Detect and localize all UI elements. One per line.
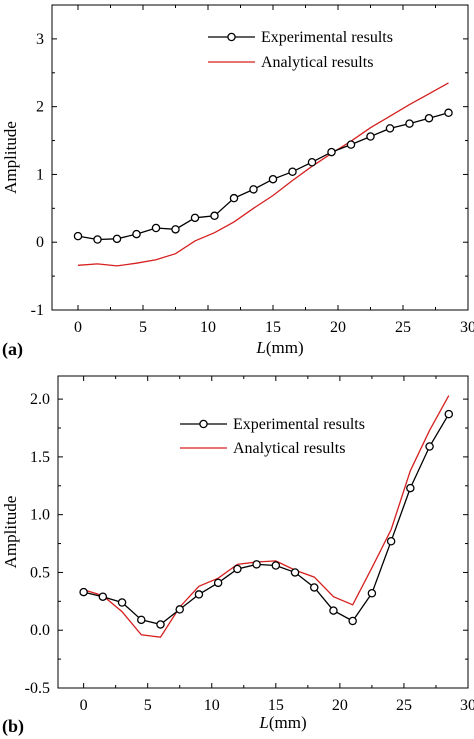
experimental-data-point: [268, 174, 278, 184]
x-tick-label: 15: [268, 697, 284, 714]
experimental-data-point: [93, 235, 102, 244]
experimental-data-point: [233, 564, 242, 574]
x-tick-label: 20: [332, 697, 348, 714]
legend-experimental-marker: [227, 32, 236, 42]
experimental-data-point: [444, 409, 454, 419]
x-axis-title-symbol: L: [258, 713, 268, 732]
experimental-data-point: [137, 615, 146, 625]
y-tick-label: 1: [36, 166, 44, 183]
y-tick-label: 0.5: [30, 564, 50, 581]
x-tick-label: 10: [204, 697, 220, 714]
y-tick-label: 2: [36, 99, 44, 116]
y-axis-title: Amplitude: [1, 496, 20, 569]
y-axis-title: Amplitude: [1, 121, 20, 194]
experimental-data-point: [307, 157, 317, 167]
panel-label: (b): [2, 716, 24, 737]
experimental-data-point: [444, 108, 453, 118]
x-tick-label: 30: [460, 697, 474, 714]
experimental-data-point: [346, 140, 356, 149]
legend-analytical-label: Analytical results: [261, 54, 373, 71]
experimental-data-point: [229, 193, 239, 203]
y-tick-label: -1: [31, 302, 44, 319]
experimental-data-point: [194, 590, 204, 599]
experimental-data-point: [405, 119, 414, 128]
experimental-data-point: [132, 229, 141, 239]
analytical-series-line: [77, 82, 449, 267]
experimental-data-point: [290, 568, 300, 577]
x-tick-label: 10: [200, 319, 216, 336]
experimental-data-point: [425, 442, 434, 451]
y-tick-label: 2.0: [30, 391, 50, 408]
experimental-data-point: [151, 223, 161, 233]
x-axis-title-unit: (mm): [266, 338, 304, 357]
experimental-data-point: [329, 606, 338, 615]
experimental-data-point: [213, 578, 223, 588]
x-axis-title-symbol: L: [255, 338, 265, 357]
experimental-data-point: [348, 616, 357, 626]
y-tick-label: -0.5: [25, 680, 50, 697]
experimental-data-point: [271, 561, 281, 570]
experimental-data-point: [288, 167, 297, 176]
experimental-data-point: [175, 605, 184, 614]
y-tick-label: 1.0: [30, 507, 50, 524]
y-tick-label: 1.5: [30, 449, 50, 466]
experimental-data-point: [252, 560, 261, 569]
x-axis-title-unit: (mm): [269, 713, 307, 732]
legend-analytical-label: Analytical results: [233, 440, 345, 457]
experimental-data-point: [309, 583, 319, 592]
x-tick-label: 5: [139, 319, 147, 336]
x-tick-label: 25: [395, 319, 411, 336]
experimental-data-point: [385, 124, 395, 133]
legend-experimental-label: Experimental results: [233, 416, 365, 433]
experimental-data-point: [98, 592, 108, 601]
experimental-data-point: [406, 483, 415, 493]
plot-frame: [57, 375, 469, 689]
experimental-data-point: [112, 234, 122, 244]
legend-experimental-marker: [199, 419, 208, 429]
legend-experimental-label: Experimental results: [261, 29, 393, 46]
x-tick-label: 20: [330, 319, 346, 336]
experimental-data-point: [117, 598, 127, 607]
plot-frame: [51, 4, 469, 311]
x-tick-label: 5: [144, 697, 152, 714]
x-axis-title: L(mm): [255, 338, 303, 357]
experimental-data-point: [367, 588, 377, 598]
y-tick-label: 3: [36, 31, 44, 48]
experimental-data-point: [79, 587, 88, 597]
experimental-data-point: [424, 113, 434, 123]
experimental-data-point: [249, 185, 258, 194]
panel-a-chart: 0 5 10 15 20 25 30 -1 0 1 2 3 L(mm) Amplitude (a) Exper…: [1, 4, 474, 360]
experimental-data-point: [386, 536, 396, 546]
experimental-data-point: [366, 132, 375, 141]
experimental-data-point: [171, 225, 180, 234]
experimental-data-point: [327, 147, 336, 157]
experimental-data-point: [73, 231, 83, 241]
y-tick-label: 0: [36, 234, 44, 251]
x-tick-label: 0: [80, 697, 88, 714]
x-tick-label: 15: [265, 319, 281, 336]
x-tick-label: 25: [396, 697, 412, 714]
panel-label: (a): [2, 339, 23, 360]
x-tick-label: 30: [460, 319, 474, 336]
analytical-series-line: [83, 395, 450, 638]
x-axis-title: L(mm): [258, 713, 306, 732]
experimental-data-point: [156, 620, 165, 629]
y-tick-label: 0.0: [30, 622, 50, 639]
panel-b-chart: 0 5 10 15 20 25 30 -0.5 0.0 0.5 1.0 1.5 2.0 L(mm) Ampl…: [1, 375, 474, 737]
experimental-data-point: [210, 211, 219, 221]
x-tick-label: 0: [74, 319, 82, 336]
experimental-data-point: [190, 213, 200, 223]
